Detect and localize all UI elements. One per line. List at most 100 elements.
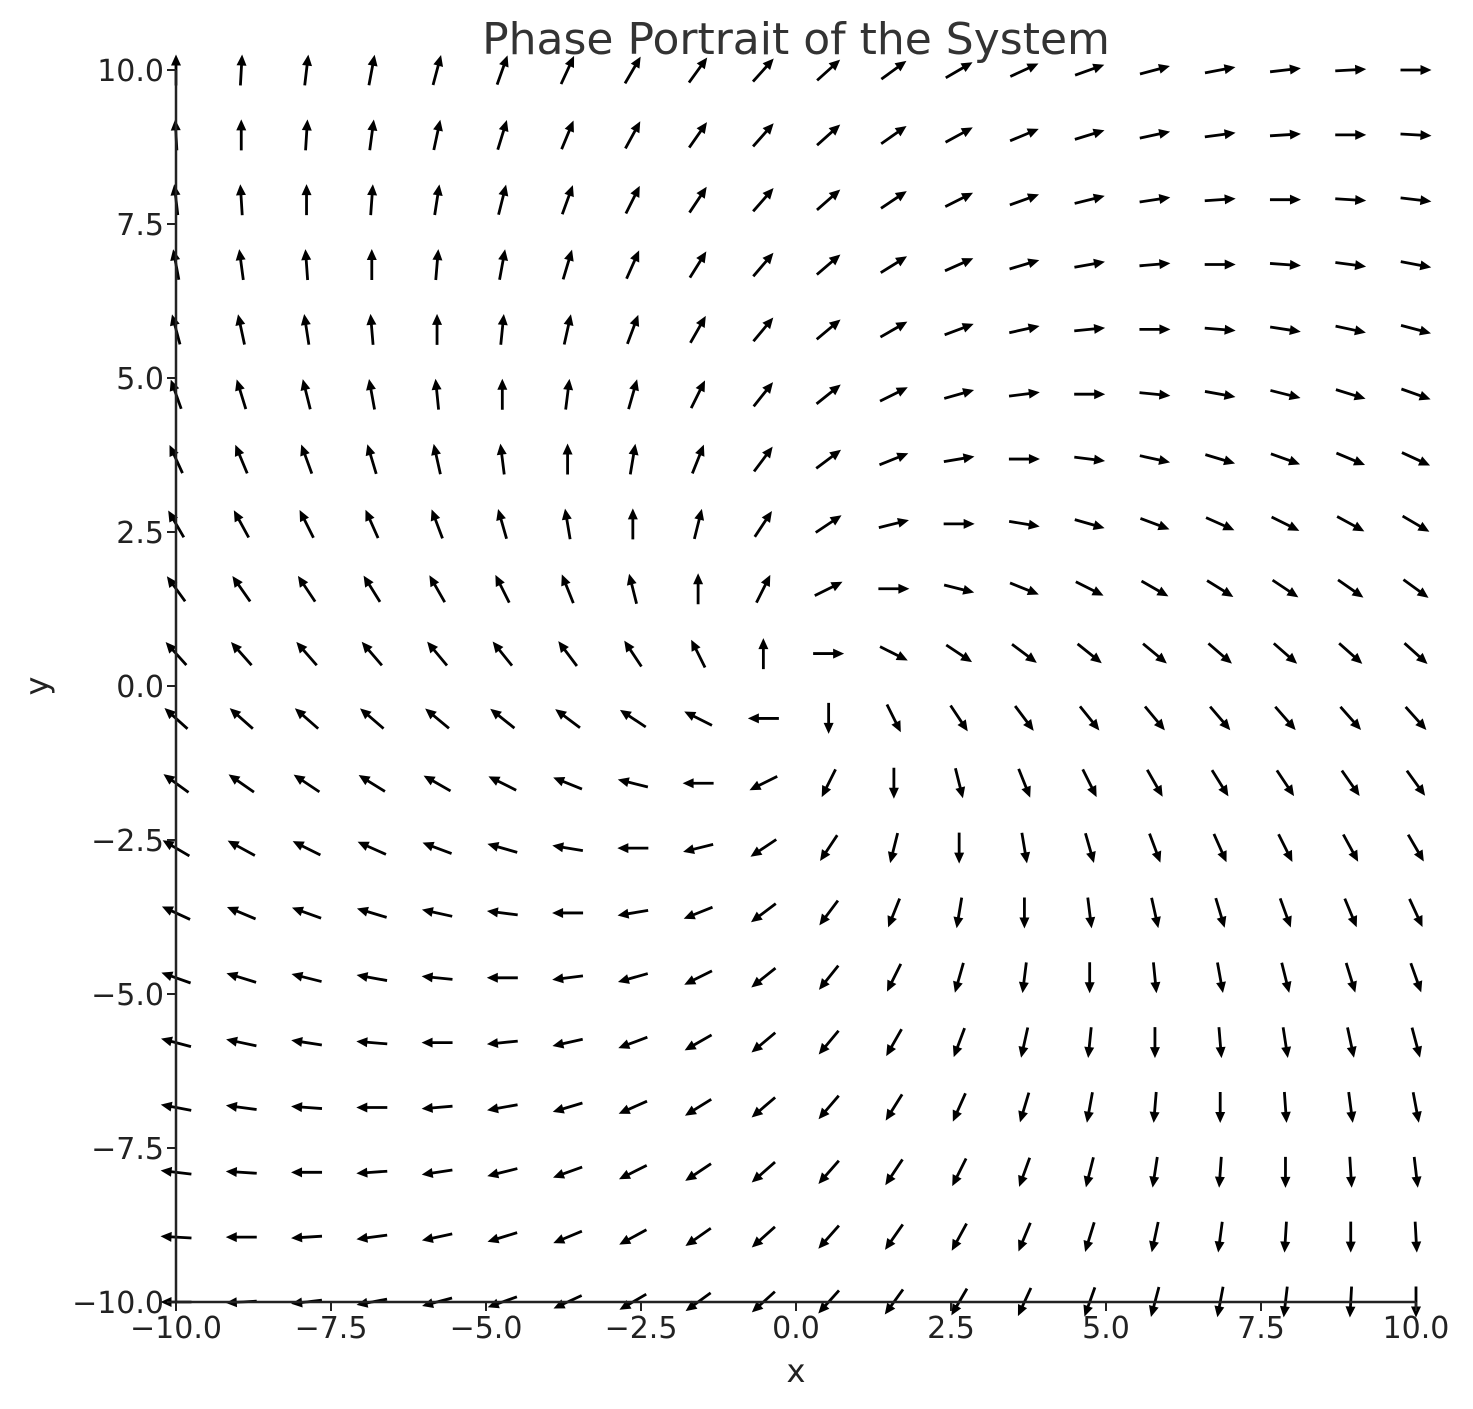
vector-arrow (1280, 962, 1292, 993)
vector-arrow (357, 841, 387, 856)
vector-arrow (682, 778, 714, 789)
vector-arrow (688, 186, 707, 214)
vector-arrow (749, 775, 778, 791)
vector-arrow (1271, 578, 1299, 598)
vector-arrow (431, 443, 442, 475)
vector-arrow (751, 1096, 777, 1118)
vector-arrow (1139, 259, 1171, 270)
vector-arrow (561, 574, 575, 604)
vector-arrow (559, 55, 575, 85)
vector-arrow (552, 842, 584, 853)
vector-arrow (689, 380, 706, 409)
vector-arrow (1336, 515, 1365, 532)
vector-arrow (226, 906, 257, 921)
vector-arrow (618, 1035, 648, 1049)
vector-arrow (953, 962, 965, 993)
vector-arrow (1018, 1092, 1031, 1123)
vector-arrow (1411, 1091, 1422, 1123)
vector-arrow (1139, 129, 1171, 140)
vector-arrow (1206, 579, 1234, 597)
vector-arrow (1081, 768, 1097, 798)
vector-arrow (487, 842, 518, 854)
vector-arrow (823, 702, 834, 734)
vector-arrow (1018, 1222, 1032, 1252)
vector-arrow (1084, 962, 1095, 994)
vector-arrow (1150, 962, 1161, 994)
x-tick-label: 0.0 (772, 1311, 820, 1346)
vector-arrow (235, 184, 246, 216)
vector-arrow (1405, 769, 1426, 796)
x-tick-label: −5.0 (450, 1311, 523, 1346)
vector-arrow (625, 250, 640, 280)
vector-arrow (954, 767, 966, 799)
vector-arrow (432, 249, 443, 281)
vector-arrow (1149, 1156, 1160, 1188)
y-tick-label: 5.0 (116, 362, 164, 397)
vector-arrow (1215, 1091, 1226, 1123)
vector-arrow (292, 841, 322, 857)
vector-arrow (688, 122, 707, 149)
vector-arrow (1214, 1221, 1225, 1253)
vector-arrow (1215, 1027, 1226, 1059)
vector-arrow (880, 60, 907, 81)
vector-arrow (1014, 705, 1034, 731)
vector-arrow (943, 518, 975, 529)
vector-arrow (813, 648, 845, 659)
vector-arrow (1269, 259, 1301, 270)
vector-arrow (1346, 1156, 1357, 1188)
vector-arrow (301, 184, 312, 216)
vector-arrow (486, 1038, 518, 1049)
x-tick-label: −7.5 (295, 1311, 368, 1346)
vector-arrow (1339, 705, 1362, 731)
vector-arrow (421, 1102, 453, 1113)
vector-arrow (885, 1093, 904, 1121)
vector-arrow (421, 1037, 453, 1048)
vector-arrow (1139, 389, 1171, 400)
vector-arrow (1214, 897, 1227, 928)
vector-arrow (1204, 324, 1236, 335)
vector-arrow (1078, 705, 1100, 731)
vector-arrow (1017, 768, 1031, 798)
vector-arrow (1083, 1091, 1094, 1123)
vector-arrow (1074, 454, 1106, 465)
vector-arrow (1084, 832, 1096, 864)
vector-arrow (302, 54, 313, 86)
vector-arrow (496, 120, 509, 151)
vector-arrow (954, 832, 965, 864)
vector-arrow (360, 708, 385, 730)
vector-arrow (367, 119, 378, 151)
vector-arrow (687, 57, 708, 84)
vector-arrow (486, 972, 518, 983)
vector-arrow (943, 453, 975, 464)
vector-arrow (1146, 769, 1163, 797)
vector-arrow (693, 573, 704, 605)
vector-arrow (235, 249, 246, 281)
vector-arrow (560, 185, 574, 215)
vector-arrow (885, 1158, 904, 1186)
vector-arrow (228, 774, 255, 794)
vector-arrow (487, 1167, 518, 1179)
vector-arrow (498, 249, 509, 281)
vector-arrow (1009, 128, 1039, 143)
vector-arrow (1270, 452, 1301, 466)
vector-arrow (952, 1157, 968, 1187)
vector-arrow (820, 834, 839, 861)
vector-arrow (1410, 1027, 1422, 1058)
vector-arrow (683, 905, 714, 920)
vector-arrow (952, 1027, 966, 1058)
vector-arrow (944, 192, 974, 208)
vector-arrow (1008, 388, 1040, 399)
vector-arrow (949, 704, 968, 732)
vector-arrow (1337, 578, 1364, 598)
vector-arrow (752, 188, 774, 213)
vector-arrow (1018, 962, 1029, 994)
vector-arrow (1335, 324, 1366, 336)
vector-arrow (886, 963, 903, 992)
vector-arrow (879, 321, 908, 339)
vector-arrow (432, 184, 443, 216)
vector-arrow (358, 775, 386, 793)
vector-arrow (627, 379, 639, 410)
vector-arrow (691, 639, 707, 669)
vector-arrow (1270, 515, 1300, 531)
